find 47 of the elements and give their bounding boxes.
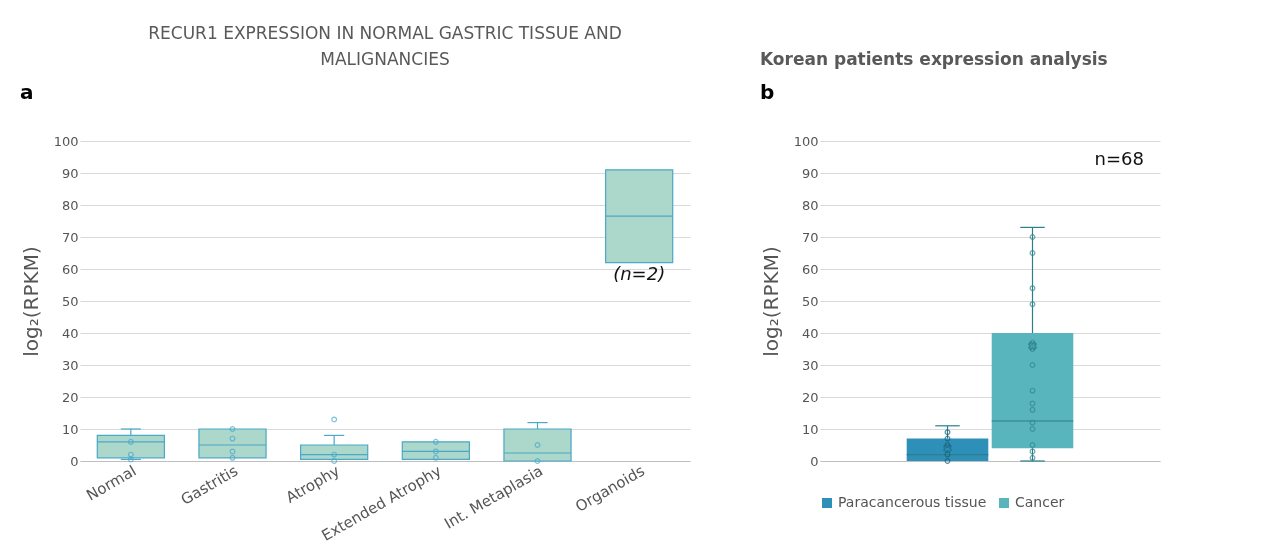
text: b <box>760 80 775 104</box>
y-tick-label: 80 <box>801 197 819 213</box>
y-tick-label: 60 <box>801 261 819 277</box>
y-tick-label: 100 <box>53 133 79 149</box>
y-tick-label: 0 <box>70 453 79 469</box>
y-tick-label: 40 <box>61 325 79 341</box>
y-tick-label: 0 <box>810 453 819 469</box>
y-tick-label: 70 <box>61 229 79 245</box>
point <box>1029 454 1036 461</box>
y-tick-label: 50 <box>61 293 79 309</box>
y-axis-title: log₂(RPKM) <box>18 246 43 357</box>
chart-title: Korean patients expression analysis <box>760 49 1108 69</box>
text: a <box>20 80 34 104</box>
point <box>1029 362 1036 368</box>
y-tick-label: 90 <box>61 165 79 181</box>
y-tick-label: 20 <box>61 389 79 405</box>
y-tick-label: 10 <box>61 421 79 437</box>
point <box>1029 387 1036 394</box>
point <box>1029 442 1036 448</box>
point <box>1029 448 1036 455</box>
y-tick-label: 40 <box>801 325 819 341</box>
point <box>1029 285 1036 292</box>
chart-title: RECUR1 EXPRESSION IN NORMAL GASTRIC TISSUE AND MALIGNANCIES <box>148 23 622 69</box>
point <box>1029 250 1036 256</box>
y-tick-label: 80 <box>61 197 79 213</box>
point <box>1029 426 1036 432</box>
y-tick-label: 50 <box>801 293 819 309</box>
point <box>1029 400 1036 407</box>
y-tick-label: 20 <box>801 389 819 405</box>
legend-label: Cancer <box>1015 494 1065 510</box>
point <box>1029 406 1036 413</box>
y-tick-label: 60 <box>61 261 79 277</box>
y-tick-label: 30 <box>801 357 819 373</box>
annotation: (n=2) <box>613 262 666 284</box>
point <box>1029 301 1036 308</box>
y-tick-label: 70 <box>801 229 819 245</box>
point <box>1029 234 1036 240</box>
y-tick-label: 100 <box>793 133 819 149</box>
y-axis-title: log₂(RPKM) <box>758 246 783 357</box>
y-tick-label: 90 <box>801 165 819 181</box>
legend-label: Paracancerous tissue <box>838 494 987 510</box>
y-tick-label: 10 <box>801 421 819 437</box>
point <box>1029 346 1036 352</box>
annotation: n=68 <box>1094 148 1144 169</box>
y-tick-label: 30 <box>61 357 79 373</box>
point <box>1029 339 1036 346</box>
point <box>1029 419 1036 426</box>
